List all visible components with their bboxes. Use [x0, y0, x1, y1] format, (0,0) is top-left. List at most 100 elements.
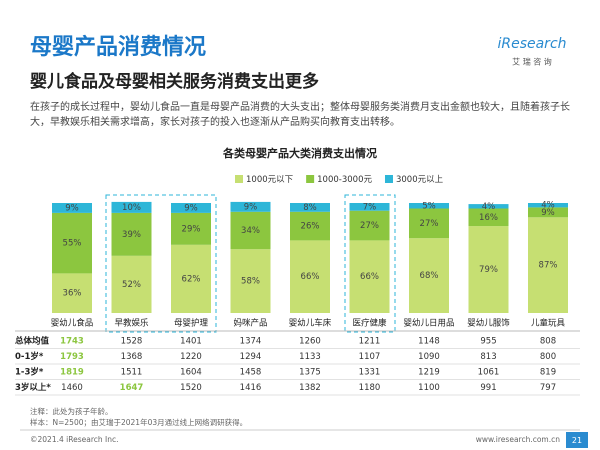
table-cell: 1180	[359, 383, 381, 393]
x-tick-label: 婴幼儿车床	[289, 318, 332, 329]
data-label: 9%	[244, 202, 258, 212]
bar-segment	[290, 203, 330, 212]
note: 样本：N=2500；由艾瑞于2021年03月通过线上网络调研获得。	[30, 417, 247, 427]
table-cell: 808	[540, 337, 556, 347]
table-cell: 1382	[299, 383, 321, 393]
data-label: 52%	[122, 280, 141, 290]
chart-title: 各类母婴产品大类消费支出情况	[222, 146, 377, 160]
bar-segment	[52, 273, 92, 313]
table-cell: 1294	[240, 352, 262, 362]
data-label: 7%	[363, 202, 377, 212]
bar-segment	[349, 240, 390, 313]
data-label: 66%	[301, 272, 320, 282]
table-cell: 1511	[121, 368, 143, 378]
data-label: 87%	[539, 261, 558, 271]
bar-segment	[409, 203, 449, 209]
data-label: 55%	[63, 239, 82, 249]
data-label: 62%	[182, 274, 201, 284]
table-cell: 1604	[180, 368, 202, 378]
bar-segment	[230, 201, 271, 212]
data-label: 9%	[184, 203, 198, 213]
data-label: 10%	[122, 203, 141, 213]
table-cell: 1061	[478, 368, 500, 378]
bar-segment	[409, 208, 449, 239]
note: 注释：此处为孩子年龄。	[30, 406, 113, 416]
table-cell: 819	[540, 368, 556, 378]
legend-label: 1000-3000元	[317, 175, 372, 185]
table-cell: 1743	[60, 337, 84, 347]
data-label: 27%	[420, 219, 439, 229]
table-cell: 1375	[299, 368, 321, 378]
data-label: 34%	[241, 226, 260, 236]
data-label: 26%	[301, 222, 320, 232]
x-tick-label: 医疗健康	[352, 318, 387, 329]
bar-segment	[409, 238, 449, 313]
legend-swatch	[306, 175, 315, 183]
highlight-box	[344, 194, 396, 333]
data-label: 27%	[360, 221, 379, 231]
row-label: 总体均值	[15, 336, 50, 347]
data-label: 9%	[541, 208, 555, 218]
table-cell: 1793	[60, 352, 84, 362]
data-label: 4%	[482, 202, 496, 212]
paragraph: 在孩子的成长过程中，婴幼儿食品一直是母婴产品消费的大头支出；整体母婴服务类消费月…	[30, 102, 570, 128]
table-cell: 1148	[418, 337, 440, 347]
table-cell: 1374	[240, 337, 262, 347]
bar-segment	[349, 210, 390, 241]
data-label: 16%	[479, 213, 498, 223]
data-label: 39%	[122, 230, 141, 240]
bar-segment	[528, 217, 568, 313]
table-cell: 813	[480, 352, 496, 362]
table-cell: 1100	[418, 383, 440, 393]
data-label: 79%	[479, 265, 498, 275]
bar-segment	[111, 201, 152, 213]
paragraph-box: 在孩子的成长过程中，婴幼儿食品一直是母婴产品消费的大头支出；整体母婴服务类消费月…	[30, 102, 570, 128]
bar-segment	[111, 212, 152, 256]
table-cell: 1647	[120, 383, 144, 393]
row-label: 1-3岁*	[15, 367, 44, 378]
table-cell: 1133	[299, 352, 321, 362]
legend-label: 1000元以下	[246, 175, 294, 185]
logo-sub: 艾 瑞 咨 询	[512, 57, 552, 67]
table-cell: 1219	[418, 368, 440, 378]
table-cell: 1368	[121, 352, 143, 362]
table-cell: 1107	[359, 352, 381, 362]
bar-segment	[171, 203, 211, 213]
table-cell: 1401	[180, 337, 202, 347]
bar-segment	[111, 255, 152, 313]
table-cell: 1520	[180, 383, 202, 393]
slide-title: 母婴产品消费情况	[30, 34, 206, 60]
copyright: ©2021.4 iResearch Inc.	[30, 435, 118, 444]
bar-segment	[52, 212, 92, 274]
subtitle: 婴儿食品及母婴相关服务消费支出更多	[30, 71, 319, 92]
table-cell: 1331	[359, 368, 381, 378]
data-label: 36%	[63, 289, 82, 299]
bar-segment	[468, 208, 509, 227]
table-cell: 1416	[240, 383, 262, 393]
bar-segment	[528, 207, 568, 218]
footer-url: www.iresearch.com.cn	[476, 435, 561, 444]
table-cell: 1260	[299, 337, 321, 347]
table-cell: 800	[540, 352, 556, 362]
table-cell: 1460	[61, 383, 83, 393]
bar-segment	[52, 203, 92, 213]
data-label: 8%	[303, 203, 317, 213]
table-cell: 1819	[60, 368, 84, 378]
bar-segment	[230, 249, 271, 313]
table-cell: 955	[480, 337, 496, 347]
x-tick-label: 早教娱乐	[114, 318, 149, 329]
x-tick-label: 婴幼儿日用品	[403, 318, 454, 329]
logo: iResearch	[497, 36, 566, 52]
page-badge	[566, 432, 588, 448]
page-number: 21	[572, 436, 582, 445]
bar-segment	[290, 240, 330, 313]
data-label: 58%	[241, 277, 260, 287]
bar-segment	[230, 211, 271, 250]
bar-segment	[349, 203, 390, 211]
table-cell: 1458	[240, 368, 262, 378]
data-label: 29%	[182, 224, 201, 234]
table-cell: 797	[540, 383, 556, 393]
bar-segment	[528, 203, 568, 208]
data-label: 66%	[360, 272, 379, 282]
